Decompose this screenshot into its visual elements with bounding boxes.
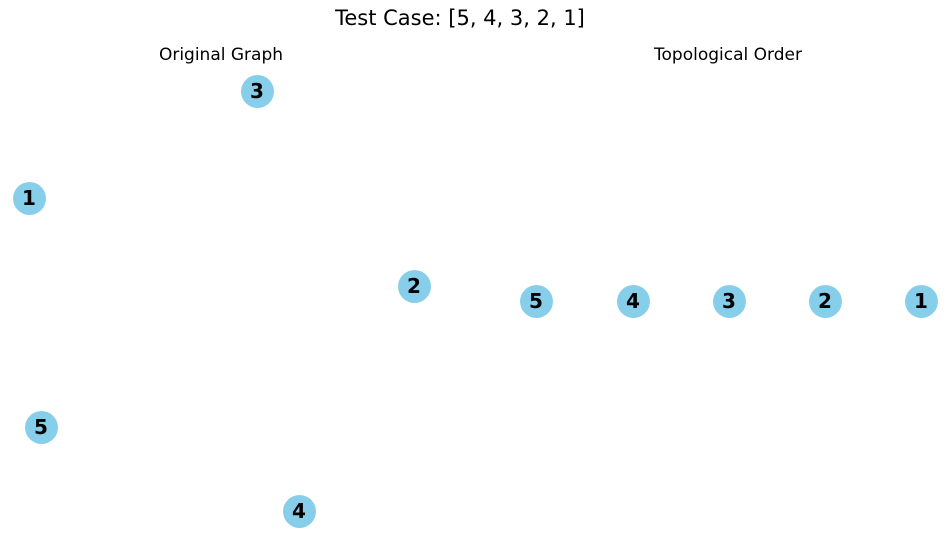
figure-title: Test Case: [5, 4, 3, 2, 1] xyxy=(335,6,585,30)
node-label: 2 xyxy=(818,289,832,313)
node-label: 3 xyxy=(722,289,736,313)
node-label: 5 xyxy=(529,289,543,313)
node-label: 1 xyxy=(22,186,36,210)
node-label: 5 xyxy=(34,415,48,439)
topo-node: 4 xyxy=(616,284,650,318)
original-graph-title: Original Graph xyxy=(158,45,284,65)
node-label: 4 xyxy=(292,499,306,523)
original-node: 3 xyxy=(240,74,274,108)
node-label: 3 xyxy=(250,79,264,103)
node-label: 4 xyxy=(626,289,640,313)
original-node: 5 xyxy=(24,410,58,444)
topo-node: 3 xyxy=(712,284,746,318)
original-node: 4 xyxy=(282,494,316,528)
original-node: 2 xyxy=(397,269,431,303)
node-label: 2 xyxy=(407,274,421,298)
topological-order-title: Topological Order xyxy=(654,45,802,65)
topo-node: 1 xyxy=(904,284,938,318)
topo-node: 5 xyxy=(519,284,553,318)
topo-node: 2 xyxy=(808,284,842,318)
node-label: 1 xyxy=(914,289,928,313)
original-node: 1 xyxy=(12,181,46,215)
